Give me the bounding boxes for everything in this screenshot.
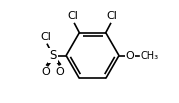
Text: O: O: [126, 51, 135, 61]
Text: O: O: [56, 67, 64, 77]
Text: Cl: Cl: [40, 32, 51, 42]
Text: Cl: Cl: [106, 11, 117, 21]
Text: CH₃: CH₃: [140, 51, 158, 61]
Text: S: S: [49, 49, 57, 62]
Text: O: O: [41, 67, 50, 77]
Text: Cl: Cl: [68, 11, 79, 21]
